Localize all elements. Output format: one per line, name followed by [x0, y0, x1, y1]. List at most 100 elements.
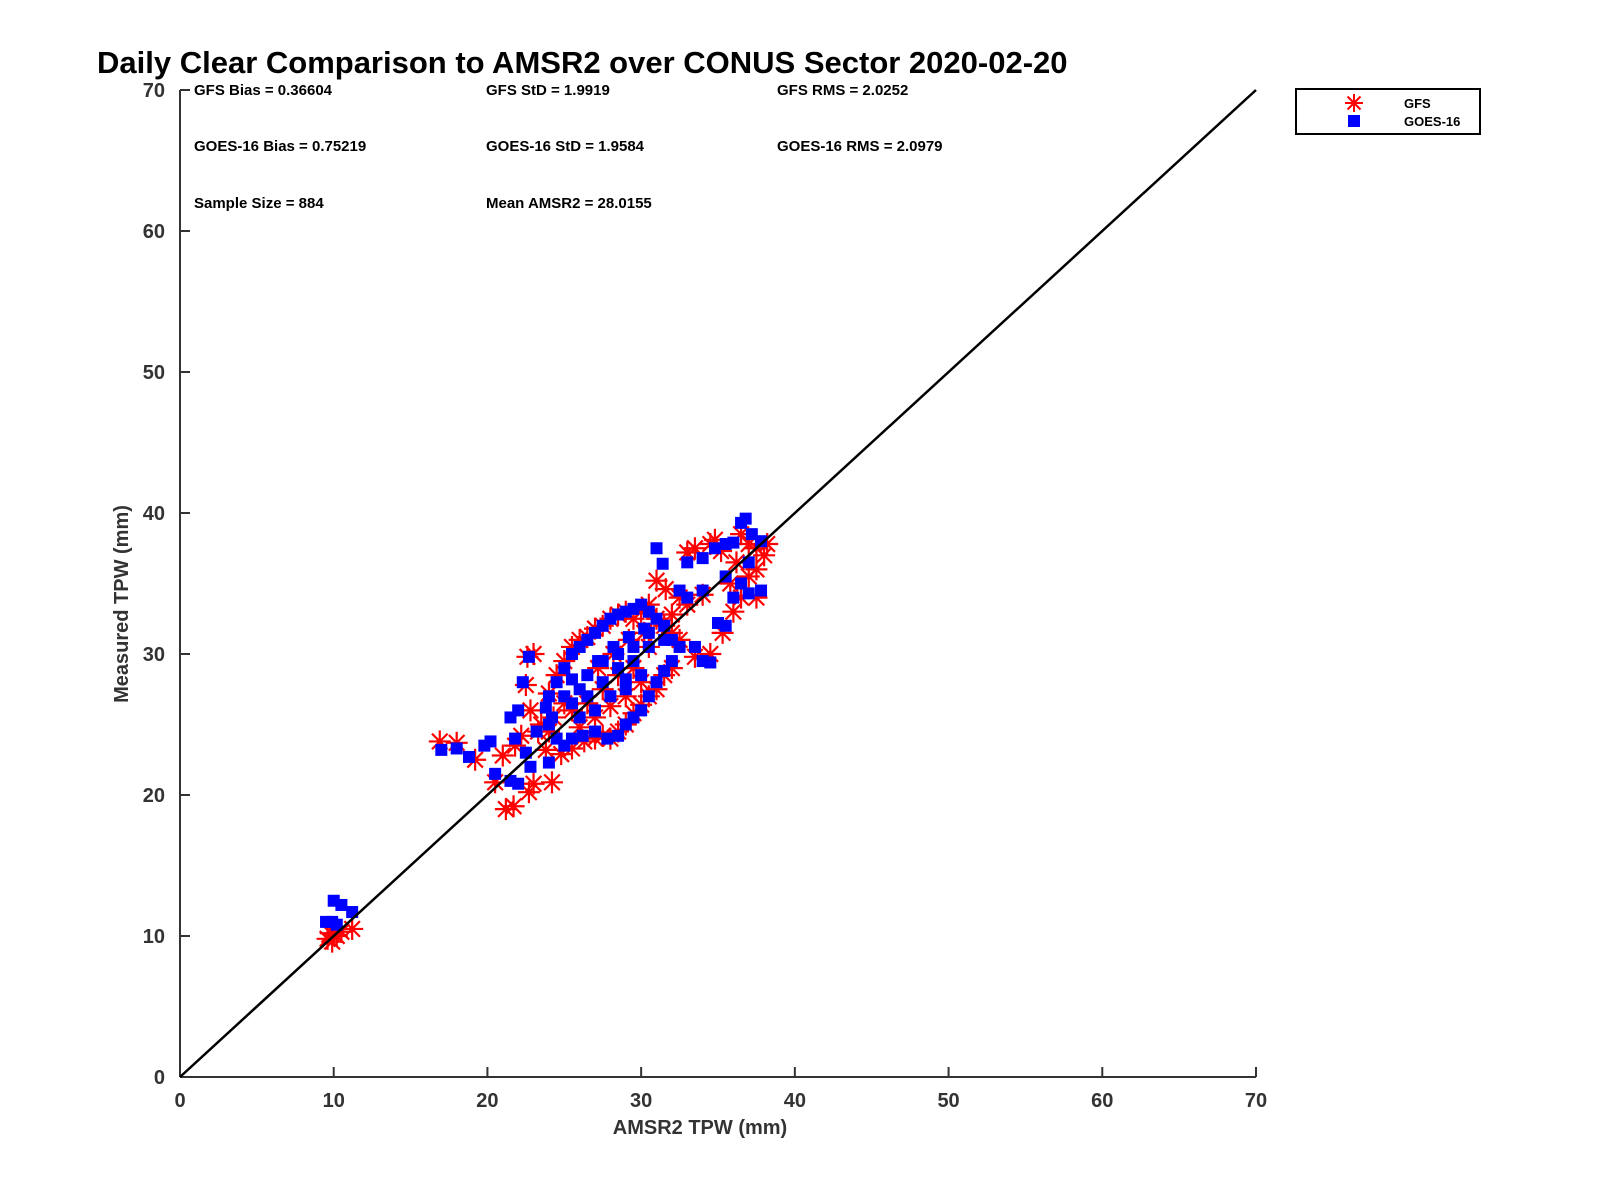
stats-annotations: GFS Bias = 0.36604 GFS StD = 1.9919 GFS …: [194, 82, 943, 212]
goes-16-point: [665, 655, 678, 668]
goes-16-point: [650, 542, 663, 555]
goes-16-point: [755, 535, 768, 548]
goes-16-point: [704, 656, 717, 669]
goes-16-point: [755, 584, 768, 597]
y-tick-label: 70: [143, 80, 165, 102]
chart-title: Daily Clear Comparison to AMSR2 over CON…: [97, 45, 1068, 80]
legend-goes-label: GOES-16: [1404, 114, 1460, 129]
goes-16-point: [462, 750, 475, 763]
goes-16-point: [650, 676, 663, 689]
goes-16-point: [604, 690, 617, 703]
x-tick-label: 60: [1091, 1090, 1113, 1112]
goes-16-point: [727, 591, 740, 604]
y-tick-label: 40: [143, 503, 165, 525]
goes-16-point: [589, 704, 602, 717]
goes-16-point: [558, 662, 571, 675]
x-tick-label: 70: [1245, 1090, 1267, 1112]
gfs-bias-text: GFS Bias = 0.36604: [194, 82, 333, 99]
goes-16-point: [330, 918, 343, 931]
gfs-rms-text: GFS RMS = 2.0252: [777, 82, 908, 99]
goes-16-point: [565, 732, 578, 745]
goes-16-point: [558, 690, 571, 703]
goes-16-point: [681, 556, 694, 569]
x-tick-label: 10: [323, 1090, 345, 1112]
goes-16-point: [576, 729, 589, 742]
x-axis-label: AMSR2 TPW (mm): [613, 1117, 787, 1139]
goes-16-point: [565, 673, 578, 686]
goes-16-point: [542, 690, 555, 703]
y-tick-label: 50: [143, 362, 165, 384]
x-tick-label: 50: [937, 1090, 959, 1112]
goes-16-point: [681, 591, 694, 604]
goes-bias-text: GOES-16 Bias = 0.75219: [194, 138, 366, 155]
goes-16-point: [635, 669, 648, 682]
goes-16-point: [589, 725, 602, 738]
goes-16-point: [658, 664, 671, 677]
goes-16-point: [745, 528, 758, 541]
legend-gfs-marker: [1345, 94, 1363, 112]
goes-16-point: [619, 673, 632, 686]
goes-16-point: [619, 683, 632, 696]
gfs-std-text: GFS StD = 1.9919: [486, 82, 610, 99]
x-tick-label: 0: [174, 1090, 185, 1112]
goes-16-point: [739, 512, 752, 525]
y-tick-label: 0: [154, 1067, 165, 1089]
goes-16-point: [622, 631, 635, 644]
legend-gfs-label: GFS: [1404, 96, 1431, 111]
goes-std-text: GOES-16 StD = 1.9584: [486, 138, 645, 155]
x-tick-label: 30: [630, 1090, 652, 1112]
legend-box: [1295, 88, 1481, 135]
goes-16-point: [512, 704, 525, 717]
goes-16-point: [635, 704, 648, 717]
mean-amsr2-text: Mean AMSR2 = 28.0155: [486, 195, 652, 212]
goes-16-point: [627, 640, 640, 653]
goes-16-point: [545, 711, 558, 724]
gfs-point: [540, 771, 563, 794]
goes-16-point: [484, 735, 497, 748]
gfs-point: [491, 744, 514, 767]
legend: GFS GOES-16: [1295, 88, 1481, 135]
y-tick-label: 10: [143, 926, 165, 948]
legend-goes-marker: [1348, 115, 1360, 127]
goes-16-point: [735, 577, 748, 590]
goes-16-point: [509, 732, 522, 745]
goes-16-point: [612, 729, 625, 742]
goes-16-point: [596, 655, 609, 668]
gfs-point: [502, 795, 525, 818]
goes-16-point: [539, 701, 552, 714]
axes: [179, 90, 1256, 1078]
goes-16-point: [642, 690, 655, 703]
goes-16-point: [573, 683, 586, 696]
sample-size-text: Sample Size = 884: [194, 195, 324, 212]
gfs-point: [522, 772, 545, 795]
x-axis-ticks: 0 10 20 30 40 50 60 70: [174, 1067, 1267, 1112]
y-tick-label: 30: [143, 644, 165, 666]
goes-16-point: [524, 760, 537, 773]
goes-16-point: [601, 732, 614, 745]
goes-16-point: [719, 619, 732, 632]
goes-rms-text: GOES-16 RMS = 2.0979: [777, 138, 943, 155]
y-axis-label: Measured TPW (mm): [111, 505, 133, 703]
goes-16-point: [435, 743, 448, 756]
goes-16-series: [320, 512, 768, 931]
gfs-point: [722, 600, 745, 623]
goes-16-point: [642, 626, 655, 639]
goes-16-point: [489, 767, 502, 780]
goes-16-point: [688, 640, 701, 653]
goes-16-point: [708, 542, 721, 555]
goes-16-point: [522, 650, 535, 663]
goes-16-point: [512, 777, 525, 790]
one-to-one-line: [179, 89, 1257, 1078]
gfs-point: [654, 578, 677, 601]
goes-16-point: [335, 898, 348, 911]
goes-16-point: [612, 648, 625, 660]
y-axis-ticks: 0 10 20 30 40 50 60 70: [143, 80, 190, 1089]
y-tick-label: 20: [143, 785, 165, 807]
goes-16-point: [530, 725, 543, 738]
goes-16-point: [450, 742, 463, 755]
goes-16-point: [742, 587, 755, 600]
x-tick-label: 40: [784, 1090, 806, 1112]
goes-16-point: [656, 557, 669, 570]
goes-16-point: [696, 552, 709, 565]
goes-16-point: [581, 669, 594, 682]
